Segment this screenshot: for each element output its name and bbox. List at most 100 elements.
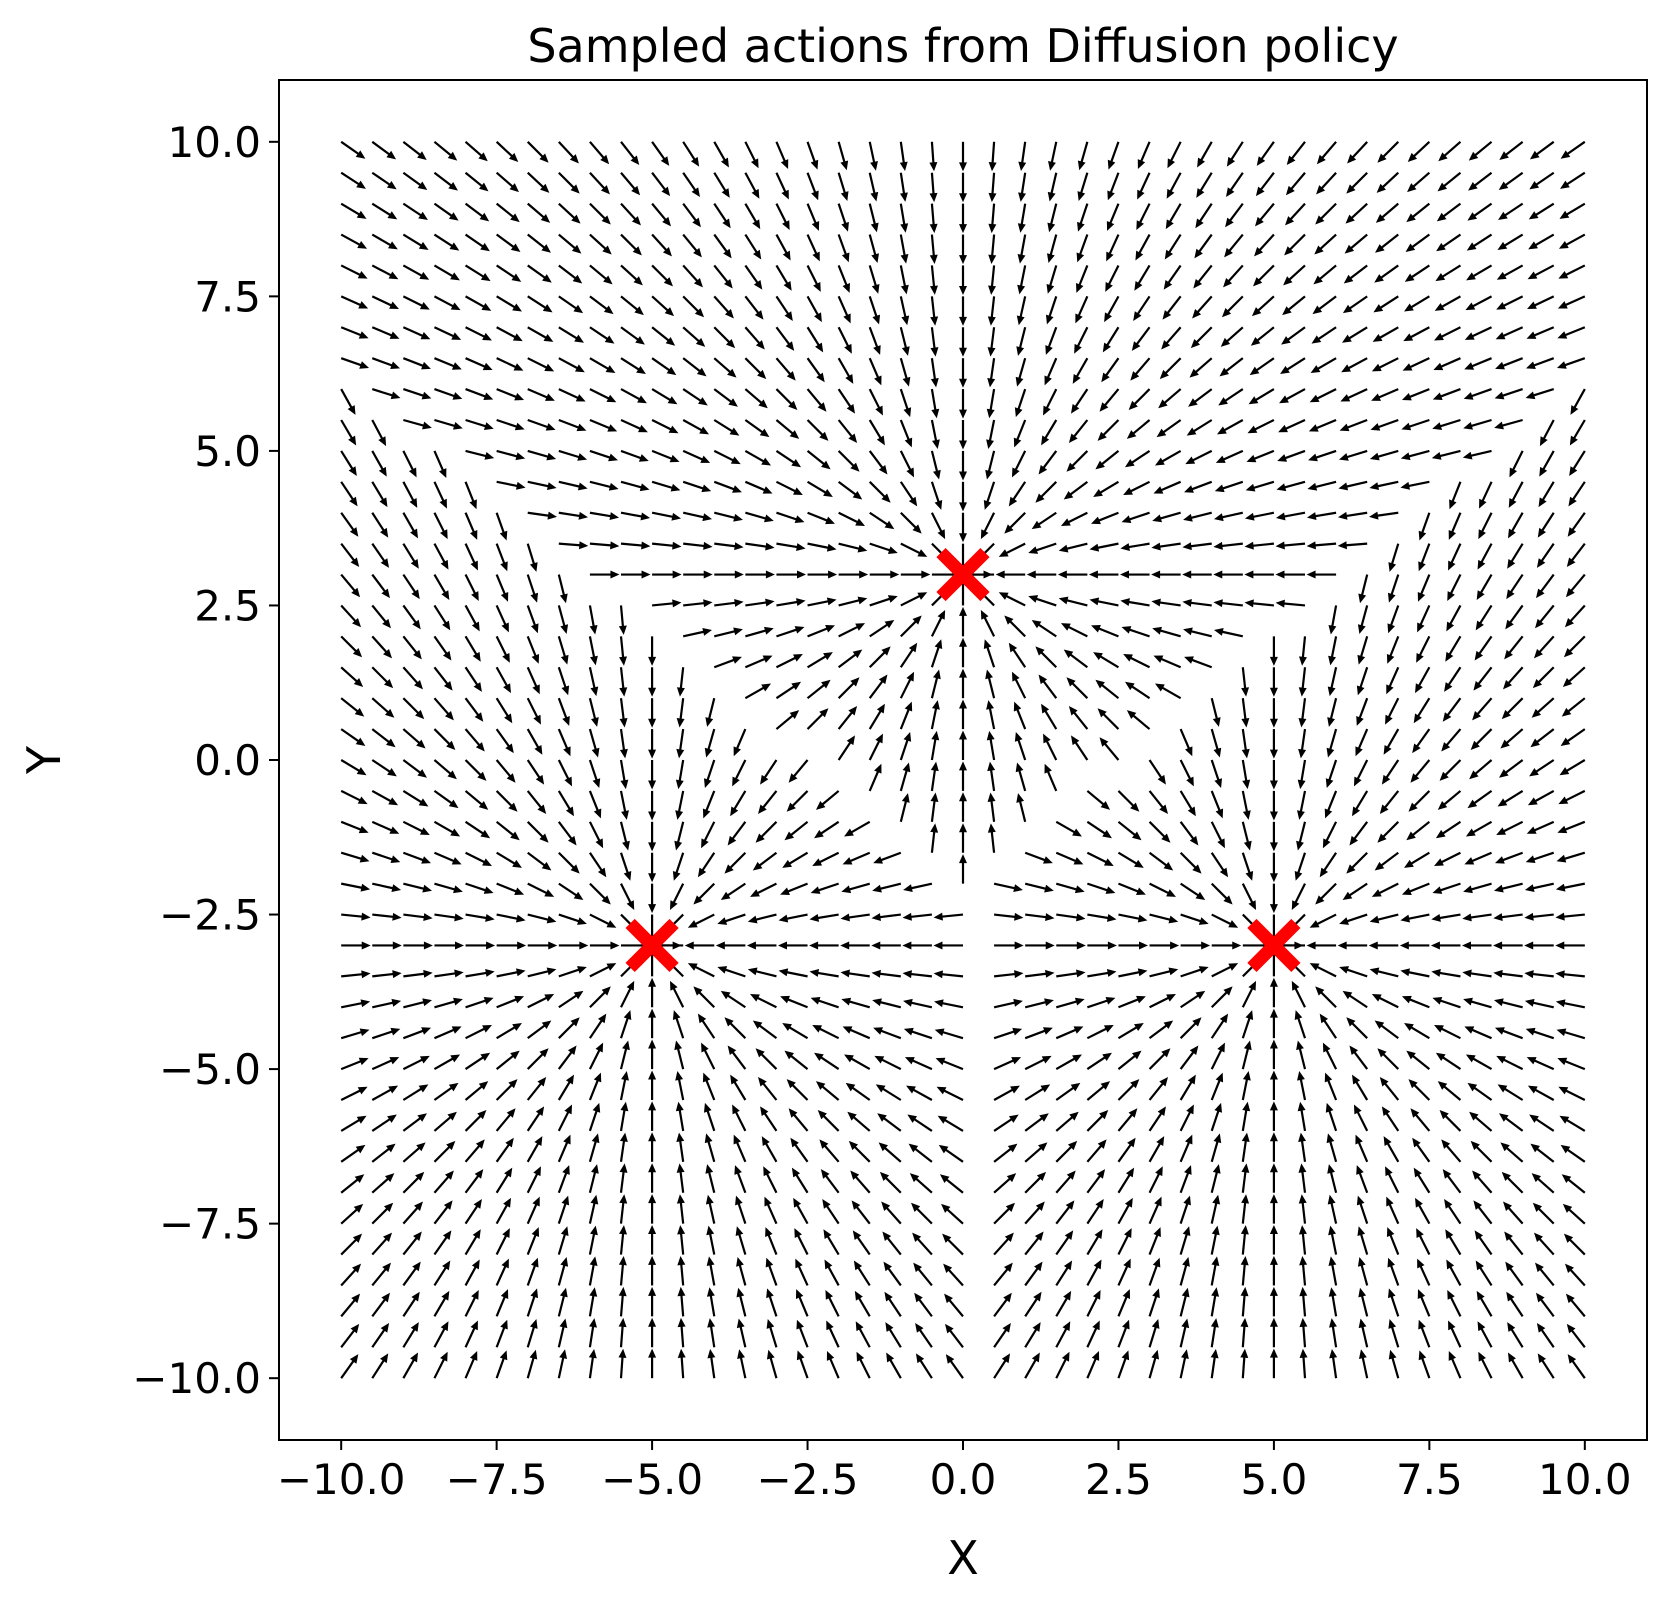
arrow [1406, 1050, 1431, 1070]
arrow [527, 882, 555, 897]
arrow [796, 1319, 809, 1348]
arrow [1162, 295, 1182, 320]
arrow [1189, 357, 1213, 378]
arrow [1297, 790, 1307, 820]
arrow [1016, 296, 1027, 326]
arrow [340, 264, 368, 279]
arrow [619, 821, 630, 851]
arrow [1095, 679, 1120, 700]
arrow [1210, 821, 1225, 849]
arrow [1436, 202, 1462, 222]
arrow [1493, 969, 1523, 978]
arrow [1240, 1256, 1249, 1286]
arrow [837, 419, 858, 444]
arrow [558, 541, 589, 550]
arrow [687, 963, 715, 978]
arrow [1163, 264, 1182, 290]
arrow [760, 1106, 778, 1132]
arrow [942, 1233, 964, 1256]
arrow [1307, 480, 1337, 491]
arrow [588, 1133, 600, 1163]
arrow [496, 1022, 522, 1040]
arrow [1294, 1010, 1307, 1039]
arrow [1530, 728, 1555, 748]
arrow [848, 1140, 871, 1163]
arrow [713, 233, 732, 259]
arrow [1159, 357, 1182, 380]
arrow [589, 941, 620, 950]
arrow [402, 202, 428, 221]
arrow [959, 450, 967, 481]
arrow [1327, 1194, 1338, 1224]
arrow [1319, 852, 1338, 878]
arrow [1120, 570, 1150, 579]
arrow [1432, 388, 1461, 401]
arrow [371, 789, 399, 806]
arrow [1328, 605, 1338, 635]
arrow [727, 1045, 747, 1070]
arrow [1241, 1163, 1250, 1193]
arrow [676, 667, 685, 697]
arrow [1400, 968, 1430, 978]
arrow [1254, 233, 1275, 257]
arrow [837, 480, 863, 500]
arrow [526, 574, 539, 603]
arrow [495, 1137, 514, 1163]
arrow [697, 1013, 716, 1039]
x-tick-label: −5.0 [601, 1455, 703, 1504]
arrow [915, 1322, 933, 1348]
arrow [1086, 1289, 1101, 1317]
arrow [959, 761, 967, 791]
arrow [620, 388, 647, 404]
arrow [1346, 171, 1368, 194]
arrow [995, 570, 1026, 579]
arrow [340, 666, 364, 688]
arrow [1091, 511, 1119, 525]
arrow [496, 913, 526, 923]
arrow [1182, 542, 1212, 551]
arrow [340, 140, 366, 159]
arrow [588, 1102, 601, 1132]
arrow [1567, 1354, 1586, 1379]
arrow [714, 598, 744, 607]
arrow [672, 1010, 685, 1039]
arrow [1358, 574, 1369, 604]
arrow [1327, 667, 1338, 697]
arrow [877, 1113, 902, 1132]
arrow [1433, 357, 1461, 371]
arrow [1269, 977, 1278, 1008]
arrow [1437, 790, 1462, 810]
arrow [938, 1144, 964, 1163]
arrow [1297, 759, 1307, 790]
arrow [1106, 234, 1120, 262]
arrow [1211, 963, 1239, 978]
arrow [402, 789, 429, 807]
arrow [776, 542, 806, 551]
arrow [495, 1258, 509, 1286]
arrow [526, 171, 550, 193]
arrow [766, 1349, 778, 1379]
arrow [1086, 1259, 1102, 1286]
arrow [1462, 449, 1492, 460]
arrow [1017, 234, 1027, 264]
arrow [1463, 997, 1492, 1009]
arrow [775, 419, 800, 439]
arrow [1497, 1084, 1524, 1101]
arrow [1501, 697, 1524, 720]
arrow [1464, 851, 1492, 865]
arrow [899, 793, 910, 823]
arrow [1179, 1256, 1190, 1286]
arrow [1532, 666, 1555, 689]
arrow [1167, 141, 1182, 169]
arrow [1213, 541, 1243, 550]
arrow [669, 883, 685, 911]
arrow [402, 820, 430, 836]
arrow [495, 1050, 520, 1070]
arrow [1467, 790, 1493, 809]
arrow [1529, 171, 1555, 190]
arrow [1148, 1288, 1160, 1317]
arrow [340, 573, 361, 598]
arrow [557, 1318, 568, 1348]
arrow [682, 480, 712, 493]
arrow [1473, 1200, 1493, 1225]
